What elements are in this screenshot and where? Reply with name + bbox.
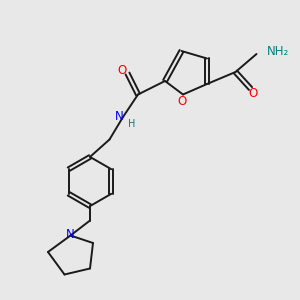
Text: N: N: [115, 110, 124, 124]
Text: N: N: [66, 227, 75, 241]
Text: O: O: [249, 86, 258, 100]
Text: O: O: [117, 64, 126, 77]
Text: O: O: [177, 94, 186, 108]
Text: H: H: [128, 118, 135, 129]
Text: NH₂: NH₂: [267, 44, 289, 58]
